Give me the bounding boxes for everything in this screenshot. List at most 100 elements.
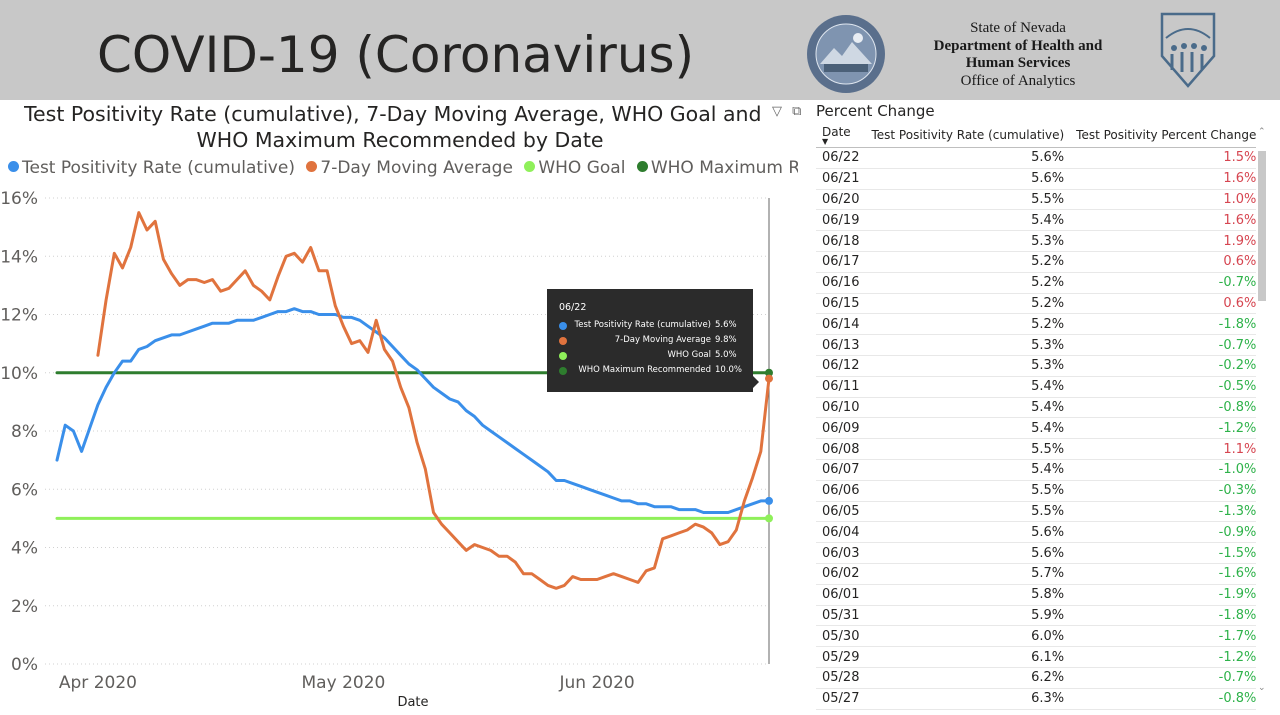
- cell-percent-change: -1.6%: [1070, 563, 1256, 585]
- table-row[interactable]: 05/28 6.2% -0.7%: [816, 667, 1256, 689]
- table-row[interactable]: 05/27 6.3% -0.8%: [816, 688, 1256, 710]
- cell-percent-change: 1.6%: [1070, 168, 1256, 190]
- cell-date: 05/28: [816, 667, 866, 689]
- table-row[interactable]: 06/10 5.4% -0.8%: [816, 397, 1256, 419]
- focus-mode-icon[interactable]: ⧉: [792, 104, 802, 119]
- table-row[interactable]: 06/15 5.2% 0.6%: [816, 293, 1256, 315]
- table-row[interactable]: 06/12 5.3% -0.2%: [816, 355, 1256, 377]
- org-name-block: State of Nevada Department of Health and…: [918, 20, 1118, 90]
- y-tick-label: 12%: [0, 306, 38, 326]
- column-header-percent-change[interactable]: Test Positivity Percent Change: [1070, 123, 1256, 148]
- cell-percent-change: 1.6%: [1070, 209, 1256, 232]
- percent-change-table-container[interactable]: Date ▼ Test Positivity Rate (cumulative) …: [816, 123, 1256, 715]
- cell-positivity: 5.4%: [865, 397, 1071, 419]
- table-row[interactable]: 06/11 5.4% -0.5%: [816, 376, 1256, 398]
- tooltip-value: 10.0%: [715, 365, 743, 375]
- cell-percent-change: 0.6%: [1070, 251, 1256, 273]
- table-row[interactable]: 05/29 6.1% -1.2%: [816, 646, 1256, 668]
- cell-positivity: 5.7%: [865, 563, 1071, 585]
- cell-date: 06/12: [816, 355, 866, 377]
- legend-item-who-goal[interactable]: WHO Goal: [524, 158, 625, 178]
- cell-percent-change: -1.8%: [1070, 313, 1256, 336]
- cell-positivity: 5.4%: [865, 417, 1071, 440]
- cell-percent-change: 1.1%: [1070, 438, 1256, 460]
- y-tick-label: 8%: [11, 422, 38, 442]
- table-row[interactable]: 06/16 5.2% -0.7%: [816, 272, 1256, 294]
- legend-label: Test Positivity Rate (cumulative): [22, 158, 295, 178]
- cell-positivity: 5.5%: [865, 501, 1071, 523]
- cell-positivity: 5.6%: [865, 521, 1071, 544]
- table-row[interactable]: 06/17 5.2% 0.6%: [816, 251, 1256, 273]
- cell-date: 06/15: [816, 293, 866, 315]
- cell-percent-change: -0.2%: [1070, 355, 1256, 377]
- org-line-human-services: Human Services: [965, 55, 1071, 71]
- scroll-down-icon[interactable]: ⌄: [1258, 683, 1266, 693]
- column-header-positivity[interactable]: Test Positivity Rate (cumulative): [865, 123, 1071, 148]
- table-row[interactable]: 06/02 5.7% -1.6%: [816, 563, 1256, 585]
- series-line-positivity[interactable]: [55, 307, 771, 514]
- cell-date: 06/14: [816, 313, 866, 336]
- column-header-label: Date: [822, 125, 851, 139]
- cell-percent-change: -1.8%: [1070, 605, 1256, 627]
- cell-percent-change: -1.3%: [1070, 501, 1256, 523]
- table-row[interactable]: 06/04 5.6% -0.9%: [816, 521, 1256, 544]
- cell-date: 06/06: [816, 480, 866, 502]
- column-header-date[interactable]: Date ▼: [816, 123, 866, 148]
- scroll-up-icon[interactable]: ⌃: [1258, 127, 1266, 137]
- org-line-department: Department of Health and: [933, 37, 1103, 54]
- table-scrollbar[interactable]: ⌃ ⌄: [1257, 123, 1267, 698]
- table-row[interactable]: 06/21 5.6% 1.6%: [816, 168, 1256, 190]
- table-row[interactable]: 06/03 5.6% -1.5%: [816, 542, 1256, 564]
- chart-legend: Test Positivity Rate (cumulative) 7-Day …: [8, 158, 798, 178]
- cell-date: 06/08: [816, 438, 866, 460]
- cell-percent-change: -1.9%: [1070, 584, 1256, 606]
- table-row[interactable]: 06/06 5.5% -0.3%: [816, 480, 1256, 502]
- cell-positivity: 5.2%: [865, 313, 1071, 336]
- table-row[interactable]: 06/09 5.4% -1.2%: [816, 417, 1256, 440]
- tooltip-pointer: [753, 376, 759, 388]
- cell-percent-change: -1.5%: [1070, 542, 1256, 564]
- tooltip-row: Test Positivity Rate (cumulative) 5.6%: [559, 319, 745, 333]
- chart-title-line2: WHO Maximum Recommended by Date: [196, 128, 604, 152]
- line-chart[interactable]: 0% 2% 4% 6% 8% 10% 12% 14% 16% Apr 2020 May 2020 Ju…: [0, 185, 800, 715]
- filter-icon[interactable]: ▽: [772, 104, 782, 119]
- table-row[interactable]: 06/20 5.5% 1.0%: [816, 189, 1256, 211]
- table-row[interactable]: 06/22 5.6% 1.5%: [816, 147, 1256, 169]
- y-tick-label: 4%: [11, 539, 38, 559]
- legend-label: WHO Goal: [538, 158, 626, 178]
- table-row[interactable]: 06/07 5.4% -1.0%: [816, 459, 1256, 481]
- cell-date: 06/17: [816, 251, 866, 273]
- table-row[interactable]: 05/30 6.0% -1.7%: [816, 625, 1256, 648]
- table-row[interactable]: 05/31 5.9% -1.8%: [816, 605, 1256, 627]
- cell-percent-change: -0.7%: [1070, 334, 1256, 356]
- x-tick-label: May 2020: [302, 673, 386, 693]
- cell-date: 05/30: [816, 625, 866, 648]
- cell-positivity: 5.4%: [865, 209, 1071, 232]
- legend-item-positivity[interactable]: Test Positivity Rate (cumulative): [8, 158, 295, 178]
- table-row[interactable]: 06/05 5.5% -1.3%: [816, 501, 1256, 523]
- cell-percent-change: 1.5%: [1070, 147, 1256, 169]
- org-line-state: State of Nevada: [970, 20, 1066, 36]
- table-row[interactable]: 06/08 5.5% 1.1%: [816, 438, 1256, 460]
- table-row[interactable]: 06/01 5.8% -1.9%: [816, 584, 1256, 606]
- table-row[interactable]: 06/14 5.2% -1.8%: [816, 313, 1256, 336]
- series-line-moving-avg[interactable]: [96, 211, 771, 590]
- tooltip-label: WHO Maximum Recommended: [578, 365, 711, 375]
- legend-label: 7-Day Moving Average: [320, 158, 513, 178]
- tooltip-row: 7-Day Moving Average 9.8%: [559, 334, 745, 348]
- sort-desc-icon: ▼: [822, 137, 829, 146]
- table-row[interactable]: 06/13 5.3% -0.7%: [816, 334, 1256, 356]
- cell-positivity: 5.6%: [865, 147, 1071, 169]
- chart-title-line1: Test Positivity Rate (cumulative), 7-Day…: [24, 102, 762, 126]
- scroll-thumb[interactable]: [1258, 151, 1266, 301]
- cell-date: 06/18: [816, 230, 866, 252]
- tooltip-label: WHO Goal: [667, 350, 711, 360]
- table-row[interactable]: 06/18 5.3% 1.9%: [816, 230, 1256, 252]
- table-row[interactable]: 06/19 5.4% 1.6%: [816, 209, 1256, 232]
- cell-positivity: 6.0%: [865, 625, 1071, 648]
- legend-item-moving-average[interactable]: 7-Day Moving Average: [306, 158, 513, 178]
- cell-positivity: 5.3%: [865, 230, 1071, 252]
- tooltip-label: 7-Day Moving Average: [614, 335, 711, 345]
- y-tick-label: 16%: [0, 189, 38, 209]
- legend-item-who-max[interactable]: WHO Maximum Rec...: [636, 158, 798, 178]
